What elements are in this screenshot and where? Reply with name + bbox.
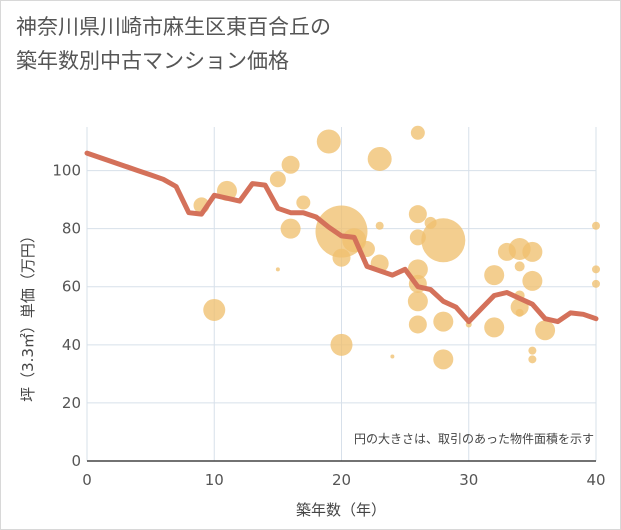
bubble-point — [269, 171, 286, 188]
y-tick-label: 80 — [62, 220, 81, 238]
x-tick-label: 10 — [205, 471, 224, 489]
x-tick-label: 0 — [82, 471, 92, 489]
y-tick-label: 60 — [62, 278, 81, 296]
bubble-point — [409, 229, 426, 246]
bubble-point — [281, 155, 300, 174]
trend-line — [84, 150, 599, 325]
bubble-point — [296, 195, 311, 210]
bubble-size-annotation: 円の大きさは、取引のあった物件面積を示す — [354, 431, 594, 446]
bubble-point — [592, 221, 600, 230]
bubble-point — [275, 267, 280, 272]
bubble-point — [410, 125, 425, 140]
bubble-point — [484, 317, 505, 338]
y-tick-label: 40 — [62, 336, 81, 354]
bubble-point — [528, 346, 537, 355]
bubble-point — [514, 261, 525, 272]
bubble-point — [408, 205, 427, 224]
bubble-point — [330, 333, 353, 356]
bubble-point — [433, 349, 454, 370]
bubble-point — [280, 218, 301, 239]
y-axis-label: 坪（3.3㎡）単価（万円） — [19, 228, 37, 402]
gridlines — [86, 127, 597, 462]
x-tick-label: 30 — [459, 471, 478, 489]
bubble-series — [193, 125, 600, 370]
bubble-point — [522, 241, 543, 262]
bubble-point — [484, 265, 505, 286]
bubble-point — [203, 298, 226, 321]
bubble-point — [528, 355, 537, 364]
bubble-point — [375, 221, 384, 230]
bubble-point — [535, 320, 556, 341]
chart-title-line-2: 築年数別中古マンション価格 — [16, 49, 289, 73]
bubble-point — [522, 270, 543, 291]
chart-title-line-1: 神奈川県川崎市麻生区東百合丘の — [16, 15, 331, 39]
x-axis-label: 築年数（年） — [296, 501, 386, 519]
bubble-point — [592, 265, 600, 274]
y-tick-label: 0 — [71, 452, 81, 470]
x-tick-label: 40 — [586, 471, 605, 489]
bubble-point — [390, 354, 395, 359]
bubble-point — [407, 259, 428, 280]
bubble-point — [424, 216, 437, 229]
bubble-point — [592, 279, 600, 288]
bubble-point — [515, 308, 524, 317]
bubble-point — [367, 146, 392, 171]
bubble-point — [316, 129, 341, 154]
bubble-point — [433, 311, 454, 332]
y-tick-label: 100 — [52, 162, 81, 180]
bubble-point — [407, 291, 428, 312]
bubble-point — [408, 315, 427, 334]
x-tick-label: 20 — [332, 471, 351, 489]
chart-title: 神奈川県川崎市麻生区東百合丘の 築年数別中古マンション価格 — [16, 10, 331, 78]
axis-ticks: 0 10 20 30 40 0 20 40 60 80 100 — [52, 162, 605, 489]
bubble-point — [332, 248, 351, 267]
bubble-point — [421, 218, 466, 263]
bubble-point — [497, 242, 516, 261]
y-tick-label: 20 — [62, 394, 81, 412]
trend-line-series — [84, 150, 599, 325]
